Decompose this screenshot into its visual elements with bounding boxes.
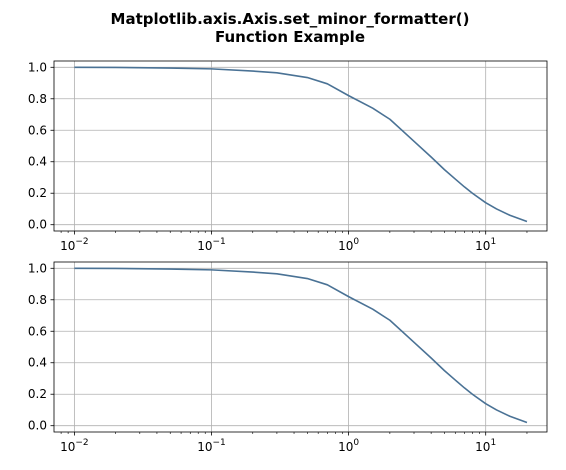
y-tick-label: 0.0 — [28, 419, 47, 433]
x-tick-label: 10−1 — [197, 438, 226, 454]
y-tick-label: 1.0 — [28, 261, 47, 275]
y-tick-label: 0.4 — [28, 155, 47, 169]
x-tick-label: 100 — [338, 237, 359, 253]
x-tick-label: 10−2 — [60, 237, 89, 253]
chart-title-line-2: Function Example — [215, 28, 365, 46]
chart-title-line-1: Matplotlib.axis.Axis.set_minor_formatter… — [111, 10, 470, 28]
series-line — [74, 66, 528, 223]
y-tick-label: 1.0 — [28, 60, 47, 74]
y-tick-label: 0.2 — [28, 387, 47, 401]
y-tick-label: 0.0 — [28, 218, 47, 232]
x-tick-label: 101 — [475, 237, 496, 253]
subplot-bottom: 10−2 10−1 100 101 0.0 0.2 0.4 0.6 0.8 1.0 — [28, 261, 548, 454]
y-tick-label: 0.6 — [28, 324, 47, 338]
y-tick-label: 0.2 — [28, 186, 47, 200]
y-tick-label: 0.4 — [28, 356, 47, 370]
x-tick-label: 10−2 — [60, 438, 89, 454]
axes-frame — [53, 60, 548, 232]
y-tick-label: 0.8 — [28, 92, 47, 106]
y-tick-label: 0.6 — [28, 123, 47, 137]
subplot-top: 10−2 10−1 100 101 0.0 0.2 0.4 0.6 0.8 1.0 — [28, 60, 548, 253]
y-tick-label: 0.8 — [28, 293, 47, 307]
x-tick-label: 10−1 — [197, 237, 226, 253]
x-tick-label: 100 — [338, 438, 359, 454]
axes-frame — [53, 261, 548, 433]
series-line — [74, 267, 528, 424]
x-tick-label: 101 — [475, 438, 496, 454]
